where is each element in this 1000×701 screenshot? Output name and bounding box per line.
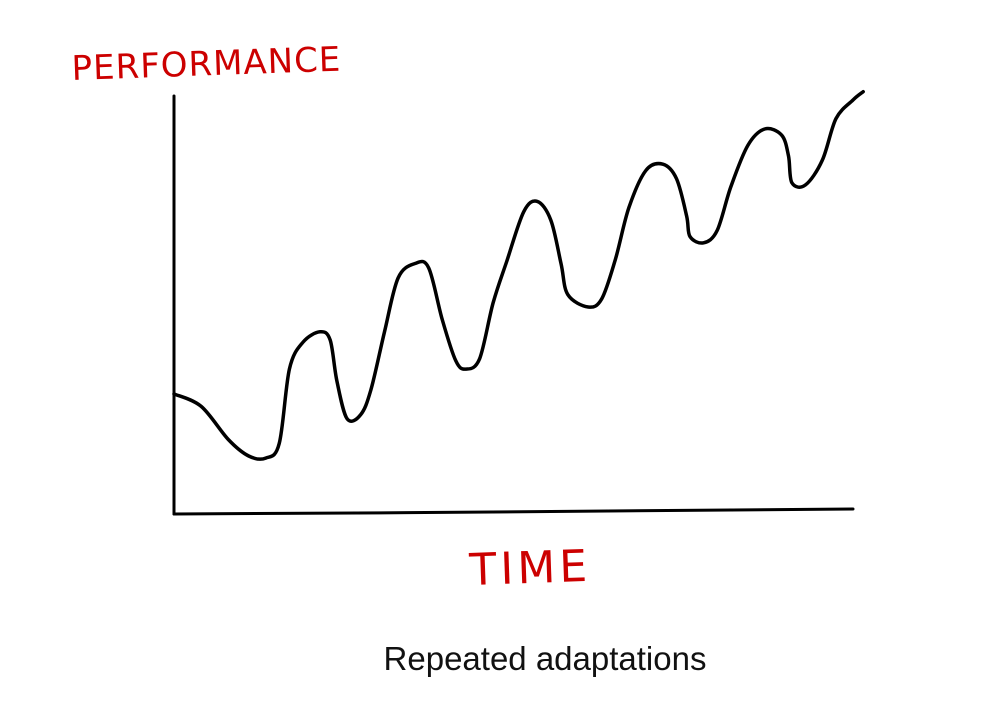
caption: Repeated adaptations (383, 640, 707, 677)
x-axis-label: TIME (468, 541, 592, 596)
y-axis-label: PERFORMANCE (71, 40, 342, 89)
series-line (172, 89, 865, 461)
series-points (172, 90, 865, 460)
x-axis-line (172, 507, 855, 516)
